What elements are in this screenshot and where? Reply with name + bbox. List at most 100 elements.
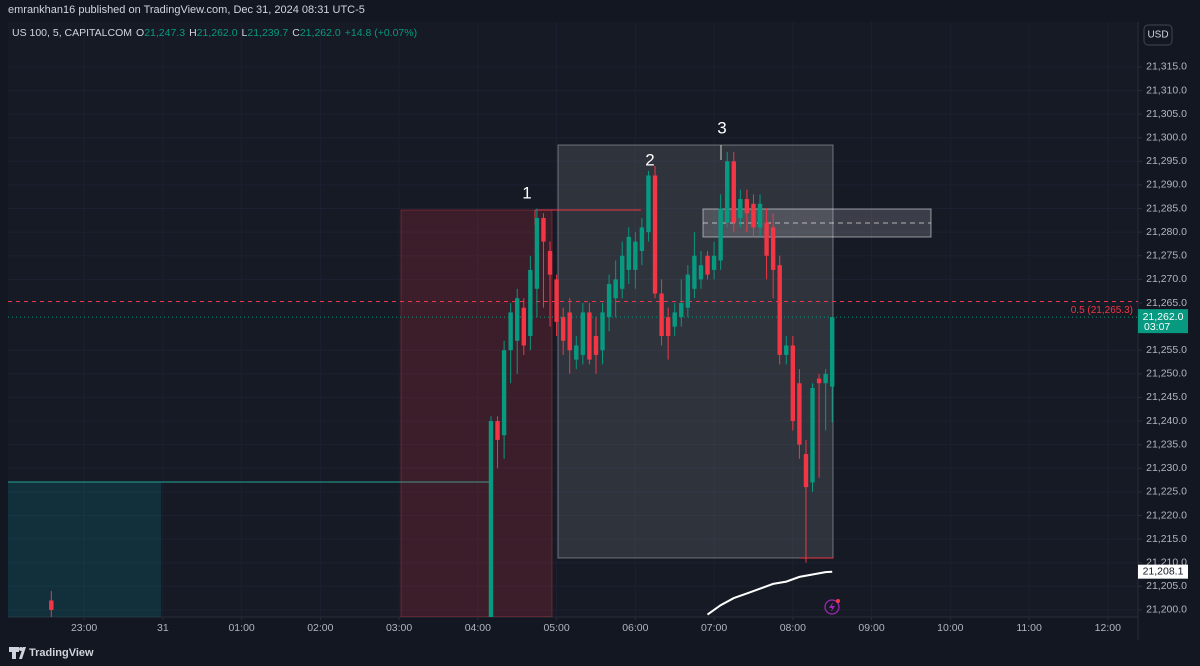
candle-body bbox=[685, 274, 691, 308]
candle-body bbox=[606, 284, 612, 318]
top-bar bbox=[0, 0, 1200, 20]
x-tick-label: 12:00 bbox=[1095, 622, 1121, 634]
y-tick-label: 21,270.0 bbox=[1146, 273, 1187, 285]
x-tick-label: 05:00 bbox=[543, 622, 569, 634]
y-tick-label: 21,215.0 bbox=[1146, 533, 1187, 545]
candle-body bbox=[810, 387, 815, 483]
series-layer bbox=[8, 151, 1138, 617]
y-tick-label: 21,240.0 bbox=[1146, 415, 1187, 427]
ohlc-value: 21,239.7 bbox=[247, 27, 288, 39]
bottom-bar bbox=[0, 640, 1200, 666]
candle-body bbox=[652, 175, 658, 294]
y-tick-label: 21,315.0 bbox=[1146, 61, 1187, 73]
candle-body bbox=[534, 217, 540, 289]
candle-body bbox=[646, 175, 651, 233]
candle-body bbox=[725, 161, 730, 223]
symbol: US 100, 5, CAPITALCOM bbox=[12, 27, 132, 39]
y-tick-label: 21,290.0 bbox=[1146, 179, 1187, 191]
candle-body bbox=[777, 265, 782, 355]
x-tick-label: 09:00 bbox=[858, 622, 884, 634]
candle-body bbox=[547, 251, 553, 275]
x-tick-label: 23:00 bbox=[71, 622, 97, 634]
alert-icon[interactable] bbox=[824, 599, 840, 615]
x-tick-label: 02:00 bbox=[307, 622, 333, 634]
symbol-line: US 100, 5, CAPITALCOM O21,247.3 H 21,262.0 L… bbox=[12, 27, 417, 39]
y-tick-label: 21,235.0 bbox=[1146, 438, 1187, 450]
candle-body bbox=[626, 236, 631, 270]
y-tick-label: 21,310.0 bbox=[1146, 84, 1187, 96]
candle-body bbox=[587, 312, 592, 360]
alert-bolt bbox=[829, 602, 835, 612]
candle-body bbox=[731, 161, 736, 223]
plot-area bbox=[8, 22, 1138, 617]
candle-body bbox=[620, 255, 625, 289]
candle-body bbox=[613, 279, 618, 299]
candle-body bbox=[711, 255, 717, 270]
annotation: 3 bbox=[717, 118, 726, 137]
y-tick-label: 21,255.0 bbox=[1146, 344, 1187, 356]
x-tick-label: 01:00 bbox=[228, 622, 254, 634]
candle-body bbox=[718, 208, 723, 261]
y-tick-label: 21,250.0 bbox=[1146, 368, 1187, 380]
candle-body bbox=[508, 312, 513, 351]
countdown: 03:07 bbox=[1144, 321, 1170, 333]
candle-body bbox=[790, 345, 796, 422]
candle-body bbox=[501, 350, 507, 436]
annotation: 1 bbox=[522, 183, 531, 202]
candle-body bbox=[528, 269, 533, 337]
candle-body bbox=[665, 317, 671, 337]
grid bbox=[8, 22, 1138, 617]
y-tick-label: 21,295.0 bbox=[1146, 155, 1187, 167]
ohlc-value: 21,262.0 bbox=[300, 27, 341, 39]
candle-body bbox=[580, 312, 586, 355]
y-tick-label: 21,285.0 bbox=[1146, 202, 1187, 214]
level-label: 0.5 (21,265.3) bbox=[1071, 305, 1133, 316]
x-tick-label: 07:00 bbox=[701, 622, 727, 634]
candle-body bbox=[705, 255, 710, 275]
candle-body bbox=[803, 454, 809, 488]
axes: 21,200.021,205.021,210.021,215.021,220.0… bbox=[71, 61, 1188, 634]
x-tick-label: 11:00 bbox=[1016, 622, 1042, 634]
ohlc-key: L bbox=[242, 27, 248, 39]
change: +14.8 (+0.07%) bbox=[345, 27, 417, 39]
ohlc-value: 21,247.3 bbox=[144, 27, 185, 39]
candle-body bbox=[567, 312, 572, 351]
candle-body bbox=[830, 317, 835, 387]
ohlc-key: O bbox=[136, 27, 144, 39]
y-tick-label: 21,305.0 bbox=[1146, 108, 1187, 120]
candle-body bbox=[797, 383, 802, 445]
brand: TradingView bbox=[29, 647, 94, 659]
candle-body bbox=[495, 421, 500, 440]
x-tick-label: 10:00 bbox=[937, 622, 963, 634]
currency-button[interactable] bbox=[1143, 24, 1173, 46]
alert-dot bbox=[836, 599, 840, 603]
candle-body bbox=[639, 227, 645, 252]
candle-body bbox=[816, 378, 822, 384]
candle-body bbox=[692, 255, 697, 289]
candle-body bbox=[823, 373, 828, 384]
publisher-line: emrankhan16 published on TradingView.com… bbox=[8, 4, 365, 16]
candle-body bbox=[757, 203, 763, 228]
y-tick-label: 21,200.0 bbox=[1146, 604, 1187, 616]
y-tick-label: 21,265.0 bbox=[1146, 297, 1187, 309]
y-tick-label: 21,205.0 bbox=[1146, 580, 1187, 592]
currency: USD bbox=[1147, 30, 1168, 41]
candle-body bbox=[600, 312, 605, 351]
brand-logo bbox=[9, 647, 26, 659]
candle-body bbox=[49, 600, 54, 610]
last-price-tag bbox=[1138, 309, 1188, 334]
candle-body bbox=[784, 345, 789, 355]
x-tick-label: 04:00 bbox=[465, 622, 491, 634]
candle-body bbox=[515, 298, 520, 341]
candle-body bbox=[521, 307, 526, 346]
ohlc-key: C bbox=[292, 27, 300, 39]
y-tick-label: 21,230.0 bbox=[1146, 462, 1187, 474]
y-tick-label: 21,275.0 bbox=[1146, 250, 1187, 262]
indicator-tag-label: 21,208.1 bbox=[1143, 565, 1184, 577]
logo-part bbox=[12, 647, 16, 659]
red-zone bbox=[400, 209, 553, 617]
ohlc-key: H bbox=[189, 27, 197, 39]
candle-body bbox=[659, 293, 664, 337]
